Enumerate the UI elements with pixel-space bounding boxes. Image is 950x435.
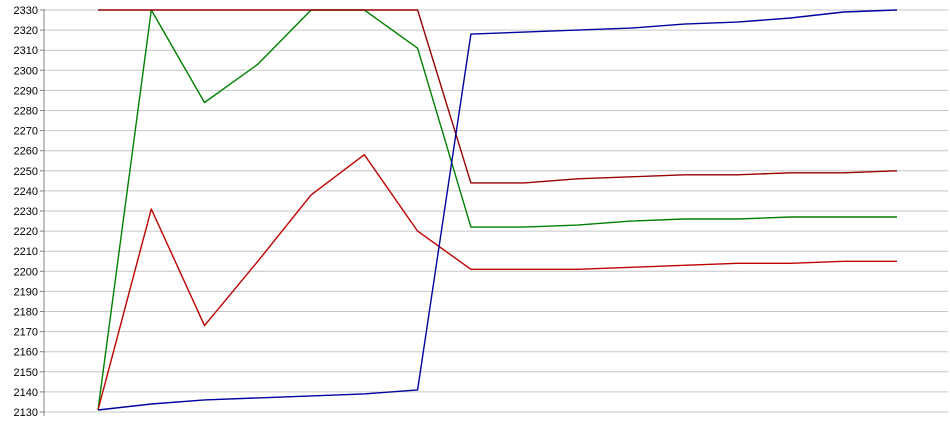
- y-axis-tick-label: 2240: [14, 186, 38, 198]
- y-axis-tick-label: 2230: [14, 206, 38, 218]
- green-series-line: [97, 9, 897, 411]
- y-axis-tick-label: 2310: [14, 45, 38, 57]
- y-axis-tick-label: 2200: [14, 266, 38, 278]
- y-axis-tick-label: 2290: [14, 85, 38, 97]
- y-axis-tick-label: 2320: [14, 25, 38, 37]
- y-axis-tick-label: 2260: [14, 146, 38, 158]
- y-axis-tick-label: 2140: [14, 387, 38, 399]
- red-series-line: [97, 153, 897, 411]
- y-axis-tick-label: 2180: [14, 307, 38, 319]
- y-axis-tick-label: 2250: [14, 166, 38, 178]
- blue-series-line: [97, 9, 898, 411]
- y-axis-tick-label: 2220: [14, 226, 38, 238]
- y-axis-tick-label: 2190: [14, 286, 38, 298]
- y-axis-tick-label: 2330: [14, 5, 38, 17]
- y-axis-tick-label: 2300: [14, 65, 38, 77]
- y-axis-tick-label: 2270: [14, 126, 38, 138]
- y-axis-tick-label: 2150: [14, 367, 38, 379]
- y-axis-tick-label: 2160: [14, 347, 38, 359]
- y-axis-tick-label: 2280: [14, 106, 38, 118]
- y-axis-tick-label: 2170: [14, 327, 38, 339]
- dark-red-series-line: [98, 9, 898, 184]
- y-axis-tick-label: 2210: [14, 246, 38, 258]
- y-axis-tick-label: 2130: [14, 407, 38, 419]
